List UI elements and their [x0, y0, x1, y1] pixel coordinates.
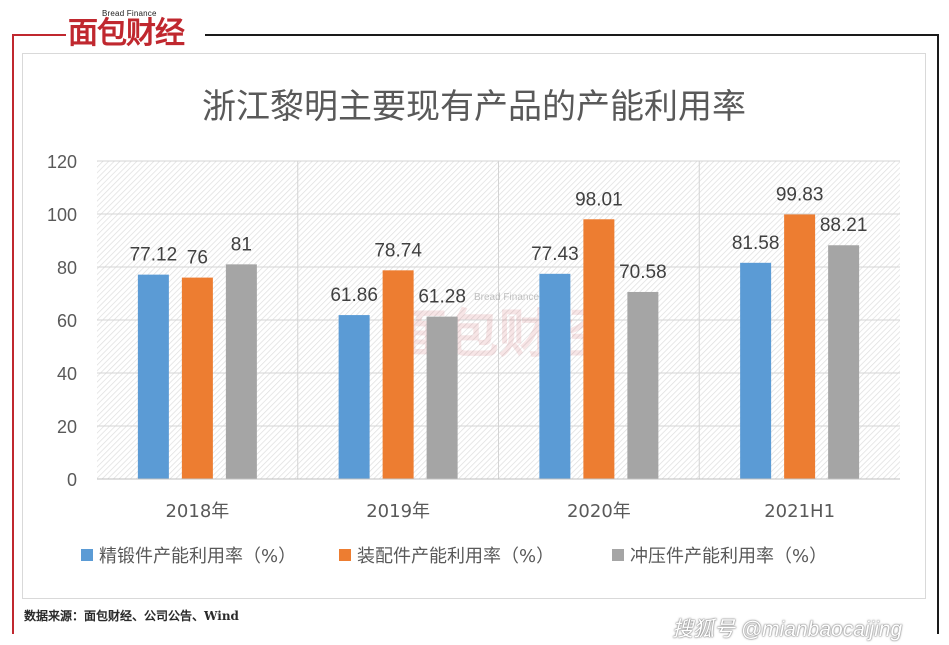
x-tick-label: 2021H1	[764, 501, 835, 522]
bar	[539, 273, 571, 479]
bar	[828, 245, 860, 479]
y-tick-label: 80	[57, 258, 77, 278]
data-label: 76	[187, 248, 208, 269]
legend-swatch	[612, 549, 624, 561]
bar	[338, 315, 370, 479]
chart-panel: 浙江黎明主要现有产品的产能利用率 面包财经 Bread Finance 77.12…	[22, 53, 926, 599]
x-tick-label: 2018年	[165, 501, 229, 522]
legend-entry: 冲压件产能利用率（%）	[630, 546, 827, 567]
y-tick-label: 60	[57, 311, 77, 331]
y-tick-label: 40	[57, 364, 77, 384]
frame-top-line-dark	[205, 34, 939, 36]
y-tick-label: 120	[47, 152, 77, 172]
brand-logo	[66, 6, 200, 54]
bar	[382, 270, 414, 479]
data-label: 88.21	[820, 215, 868, 236]
bar	[426, 316, 458, 479]
data-label: 77.43	[531, 244, 579, 265]
data-label: 61.86	[330, 285, 378, 306]
bar	[627, 291, 659, 479]
chart-title: 浙江黎明主要现有产品的产能利用率	[202, 87, 746, 127]
legend-entry: 精锻件产能利用率（%）	[99, 546, 296, 567]
bar	[137, 274, 169, 479]
brand-logo-subtext: Bread Finance	[102, 9, 157, 18]
bar	[583, 219, 615, 479]
data-labels: 77.12 76 81 61.86 78.74 61.28 77.43 98.01 70.58 8…	[130, 184, 868, 307]
frame-top-line-red	[12, 34, 70, 36]
bar-chart: 浙江黎明主要现有产品的产能利用率 面包财经 Bread Finance 77.12…	[47, 87, 900, 567]
watermark-logo-text: 面包财经	[394, 305, 602, 365]
legend-entry: 装配件产能利用率（%）	[357, 546, 554, 567]
y-tick-label: 0	[67, 470, 77, 490]
data-label: 77.12	[130, 245, 178, 266]
brand-logo-text: 面包财经	[68, 16, 185, 51]
bars	[137, 214, 860, 479]
platform-watermark: 搜狐号 @mianbaocaijing	[672, 618, 903, 641]
data-label: 98.01	[575, 189, 623, 210]
data-label: 81.58	[732, 233, 780, 254]
legend-swatch	[339, 549, 351, 561]
axes: 0 20 40 60 80 100 120 2018年 2019年 2020年 2021H1	[47, 152, 900, 522]
bar	[181, 277, 213, 479]
y-tick-label: 100	[47, 205, 77, 225]
bar	[225, 264, 257, 479]
data-label: 61.28	[418, 287, 466, 308]
source-note: 数据来源：面包财经、公司公告、Wind	[24, 609, 239, 623]
y-tick-label: 20	[57, 417, 77, 437]
x-tick-label: 2020年	[567, 501, 631, 522]
data-label: 78.74	[374, 240, 422, 261]
x-tick-label: 2019年	[366, 501, 430, 522]
frame-right-border	[937, 34, 939, 634]
legend-swatch	[81, 549, 93, 561]
data-label: 70.58	[619, 262, 667, 283]
frame-left-border	[12, 34, 14, 634]
data-label: 99.83	[776, 184, 824, 205]
data-label: 81	[231, 234, 252, 255]
bar	[784, 214, 816, 479]
legend: 精锻件产能利用率（%） 装配件产能利用率（%） 冲压件产能利用率（%）	[81, 546, 827, 567]
watermark-logo-subtext: Bread Finance	[474, 292, 539, 303]
bar	[740, 262, 772, 479]
